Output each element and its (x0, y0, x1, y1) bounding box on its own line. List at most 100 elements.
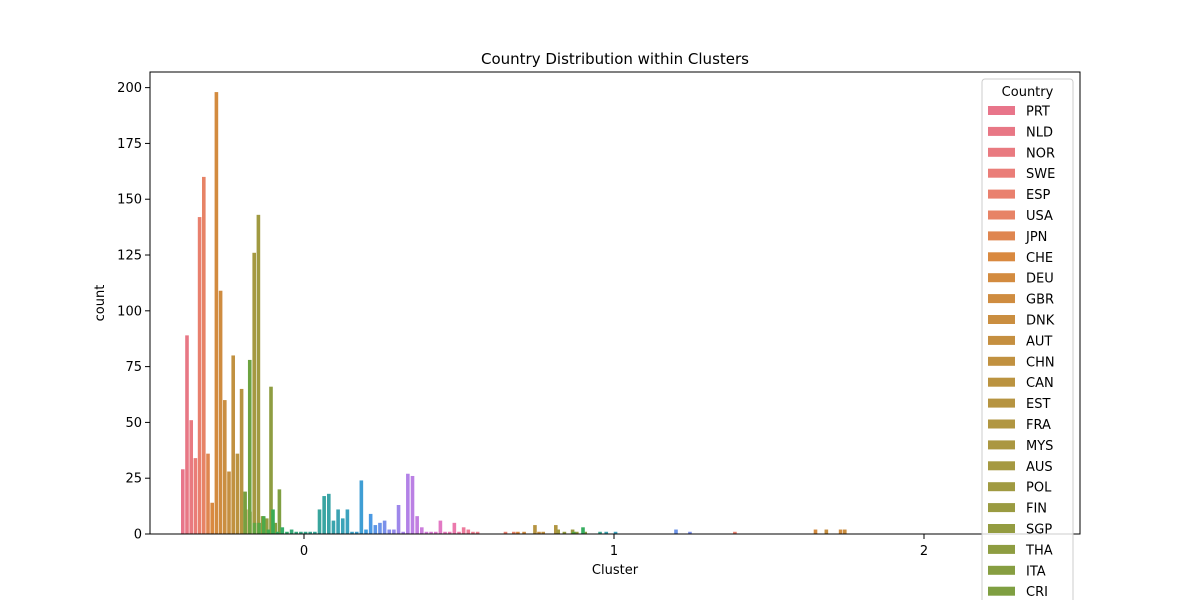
bar-extra-35 (406, 473, 410, 534)
legend-swatch-can (988, 377, 1015, 387)
bar-extra-27 (368, 513, 373, 534)
bar-extra-57 (571, 531, 576, 534)
bar-extra-20 (336, 509, 340, 534)
legend-label-aut: AUT (1026, 334, 1052, 349)
bar-extra-15 (313, 531, 317, 534)
legend-swatch-usa (988, 210, 1015, 220)
bar-extra-37 (415, 516, 419, 534)
bar-extra-65 (813, 529, 818, 534)
legend-box (981, 78, 1074, 604)
legend-label-nor: NOR (1026, 146, 1055, 161)
legend-swatch-pol (988, 482, 1015, 492)
bar-aut-cluster-0 (227, 471, 231, 534)
bars-group (181, 92, 847, 535)
bar-extra-53 (522, 531, 526, 534)
bar-extra-38 (420, 527, 424, 534)
legend-label-fra: FRA (1026, 418, 1051, 433)
bar-extra-6 (271, 509, 275, 534)
bar-extra-16 (317, 509, 322, 534)
legend-title: Country (1002, 85, 1054, 100)
bar-pol-cluster-0 (256, 214, 261, 534)
bar-extra-13 (303, 531, 308, 534)
bar-aut-cluster-1 (537, 531, 541, 534)
bar-extra-56 (562, 531, 567, 534)
x-axis: 0 1 2 (300, 534, 928, 559)
bar-chn-cluster-1 (541, 531, 545, 534)
bar-extra-45 (452, 522, 457, 534)
legend-swatch-fin (988, 503, 1015, 513)
bar-extra-39 (424, 531, 429, 534)
bar-fra-cluster-1 (554, 525, 558, 534)
bar-aus-cluster-0 (252, 252, 256, 535)
legend-label-swe: SWE (1026, 167, 1055, 182)
bar-extra-49 (471, 531, 475, 534)
bar-extra-29 (378, 522, 382, 534)
bar-extra-50 (475, 531, 480, 534)
bar-esp-cluster-0 (197, 217, 202, 535)
x-tick-label: 1 (610, 544, 618, 559)
legend-label-gbr: GBR (1026, 293, 1054, 308)
legend-swatch-est (988, 398, 1015, 408)
legend-label-jpn: JPN (1025, 230, 1047, 245)
legend-swatch-chn (988, 356, 1015, 366)
y-tick-label: 200 (117, 81, 142, 96)
y-tick-label: 175 (117, 137, 142, 152)
bar-extra-33 (396, 504, 401, 534)
legend-label-fin: FIN (1026, 502, 1047, 517)
y-tick-label: 50 (125, 416, 142, 431)
y-axis-label: count (93, 285, 108, 322)
bar-gbr-cluster-2 (838, 529, 843, 534)
bar-extra-7 (275, 531, 280, 534)
legend-swatch-cri (988, 586, 1015, 596)
bar-extra-43 (443, 531, 447, 534)
bar-extra-14 (308, 531, 312, 534)
legend-swatch-fra (988, 419, 1015, 429)
x-tick-label: 0 (300, 544, 308, 559)
bar-extra-51 (503, 531, 508, 534)
bar-can-cluster-0 (235, 453, 240, 534)
legend-swatch-nld (988, 126, 1015, 136)
legend-label-est: EST (1026, 397, 1050, 412)
bar-extra-4 (261, 516, 266, 534)
bar-tha-cluster-0 (269, 386, 273, 534)
y-tick-label: 125 (117, 249, 142, 264)
legend-swatch-sgp (988, 524, 1015, 533)
bar-nld-cluster-0 (185, 335, 189, 534)
bar-extra-36 (410, 475, 415, 534)
bar-jpn-cluster-0 (206, 453, 210, 534)
bar-extra-22 (345, 509, 350, 534)
bar-gbr-cluster-0 (218, 290, 223, 534)
legend-label-aus: AUS (1026, 460, 1053, 475)
legend-label-usa: USA (1026, 209, 1053, 224)
legend-label-pol: POL (1026, 481, 1052, 496)
bar-extra-63 (688, 531, 692, 534)
bar-extra-19 (331, 520, 336, 534)
bar-prt-cluster-0 (181, 469, 185, 534)
bar-extra-59 (598, 531, 602, 534)
y-tick-label: 25 (125, 472, 142, 487)
bar-extra-52 (516, 531, 520, 534)
bar-extra-60 (604, 531, 609, 534)
bar-extra-55 (556, 529, 560, 534)
bar-usa-cluster-0 (202, 176, 206, 534)
legend-label-sgp: SGP (1026, 523, 1052, 538)
bar-extra-3 (257, 522, 261, 534)
bar-che-cluster-0 (210, 502, 214, 534)
bar-est-cluster-0 (239, 388, 244, 534)
y-tick-label: 150 (117, 193, 142, 208)
bar-extra-64 (733, 531, 737, 534)
bar-dnk-cluster-2 (843, 529, 847, 534)
bar-deu-cluster-0 (214, 92, 219, 534)
legend-label-cri: CRI (1026, 585, 1048, 600)
y-tick-label: 75 (125, 360, 142, 375)
bar-extra-11 (294, 531, 299, 534)
bar-extra-61 (613, 531, 618, 534)
x-axis-label: Cluster (592, 563, 639, 578)
legend-swatch-aus (988, 461, 1015, 471)
bar-usa-cluster-1 (512, 531, 516, 534)
legend-swatch-prt (988, 106, 1015, 115)
bar-nor-cluster-0 (189, 420, 193, 534)
legend-swatch-che (988, 252, 1015, 262)
